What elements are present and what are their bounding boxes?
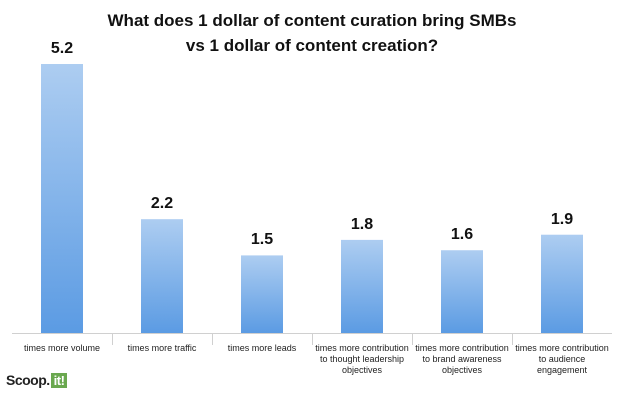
x-tick-label: times more contribution to brand awarene… <box>415 343 509 375</box>
value-label: 1.8 <box>350 215 374 233</box>
x-tick-label: times more traffic <box>127 343 197 353</box>
bar <box>541 234 583 333</box>
logo-badge: it! <box>50 373 68 388</box>
x-tick-label: times more contribution to audience enga… <box>515 343 609 375</box>
bar <box>41 64 83 333</box>
value-label: 1.6 <box>450 226 474 244</box>
value-label: 1.5 <box>250 231 274 249</box>
logo-text: Scoop. <box>6 372 50 388</box>
bar <box>241 255 283 333</box>
bar <box>341 239 383 333</box>
x-tick-label: times more leads <box>227 343 297 353</box>
bar <box>441 250 483 333</box>
logo: Scoop. it! <box>6 372 68 388</box>
bar <box>141 219 183 333</box>
value-label: 2.2 <box>150 195 174 213</box>
value-label: 5.2 <box>50 40 74 57</box>
chart-title: What does 1 dollar of content curation b… <box>107 11 517 55</box>
x-tick-label: times more contribution to thought leade… <box>315 343 409 375</box>
value-label: 1.9 <box>550 210 574 228</box>
x-tick-label: times more volume <box>23 343 101 353</box>
